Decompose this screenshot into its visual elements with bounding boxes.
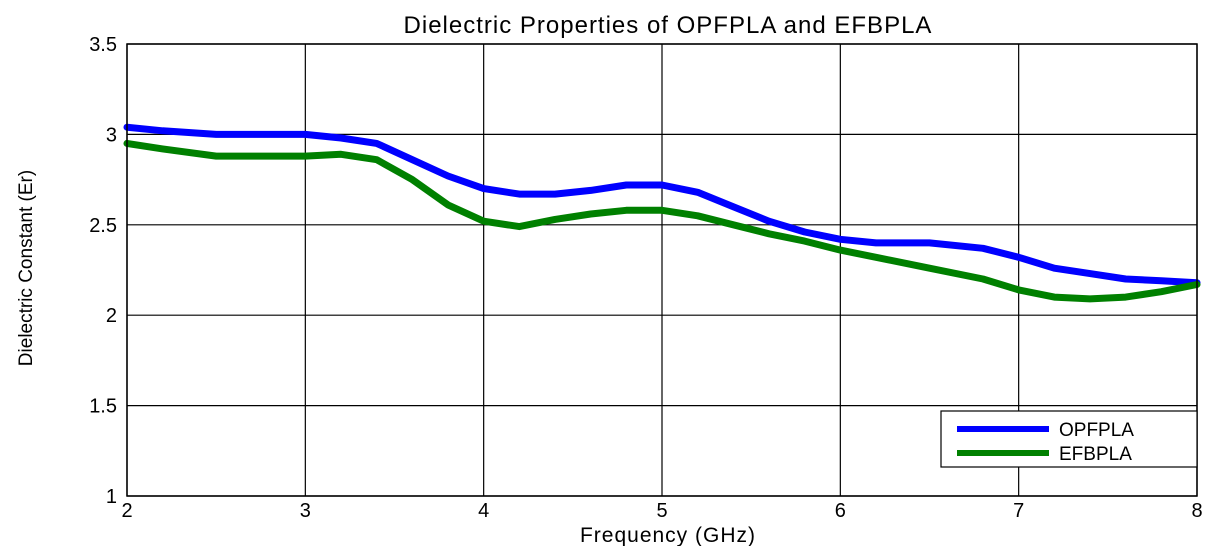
x-tick-label: 5 [656,500,667,522]
legend-box [940,410,1198,468]
x-tick-label: 8 [1191,500,1202,522]
series-layer [123,123,1201,303]
series-line-opfpla [123,123,1201,287]
y-tick-label: 2.5 [89,215,117,237]
x-tick-label: 2 [121,500,132,522]
x-tick-label: 6 [835,500,846,522]
series-line-efbpla [123,139,1201,303]
x-tick-label: 7 [1013,500,1024,522]
legend-label-efbpla: EFBPLA [1059,444,1132,465]
x-tick-label: 3 [300,500,311,522]
y-tick-label: 2 [106,305,117,327]
plot-area-frame [126,43,1198,497]
chart-title: Dielectric Properties of OPFPLA and EFBP… [404,12,933,39]
x-axis-label: Frequency (GHz) [580,524,756,546]
y-axis-label: Dielectric Constant (Er) [16,170,37,366]
x-tick-label: 4 [478,500,489,522]
legend: OPFPLA EFBPLA [940,410,1198,468]
y-tick-labels: 1 1.5 2 2.5 3 3.5 [89,34,117,508]
y-tick-label: 1.5 [89,396,117,418]
x-tick-labels: 2 3 4 5 6 7 8 [121,500,1202,522]
y-tick-label: 3 [106,124,117,146]
y-tick-label: 1 [106,486,117,508]
legend-label-opfpla: OPFPLA [1059,420,1134,441]
y-tick-label: 3.5 [89,34,117,56]
